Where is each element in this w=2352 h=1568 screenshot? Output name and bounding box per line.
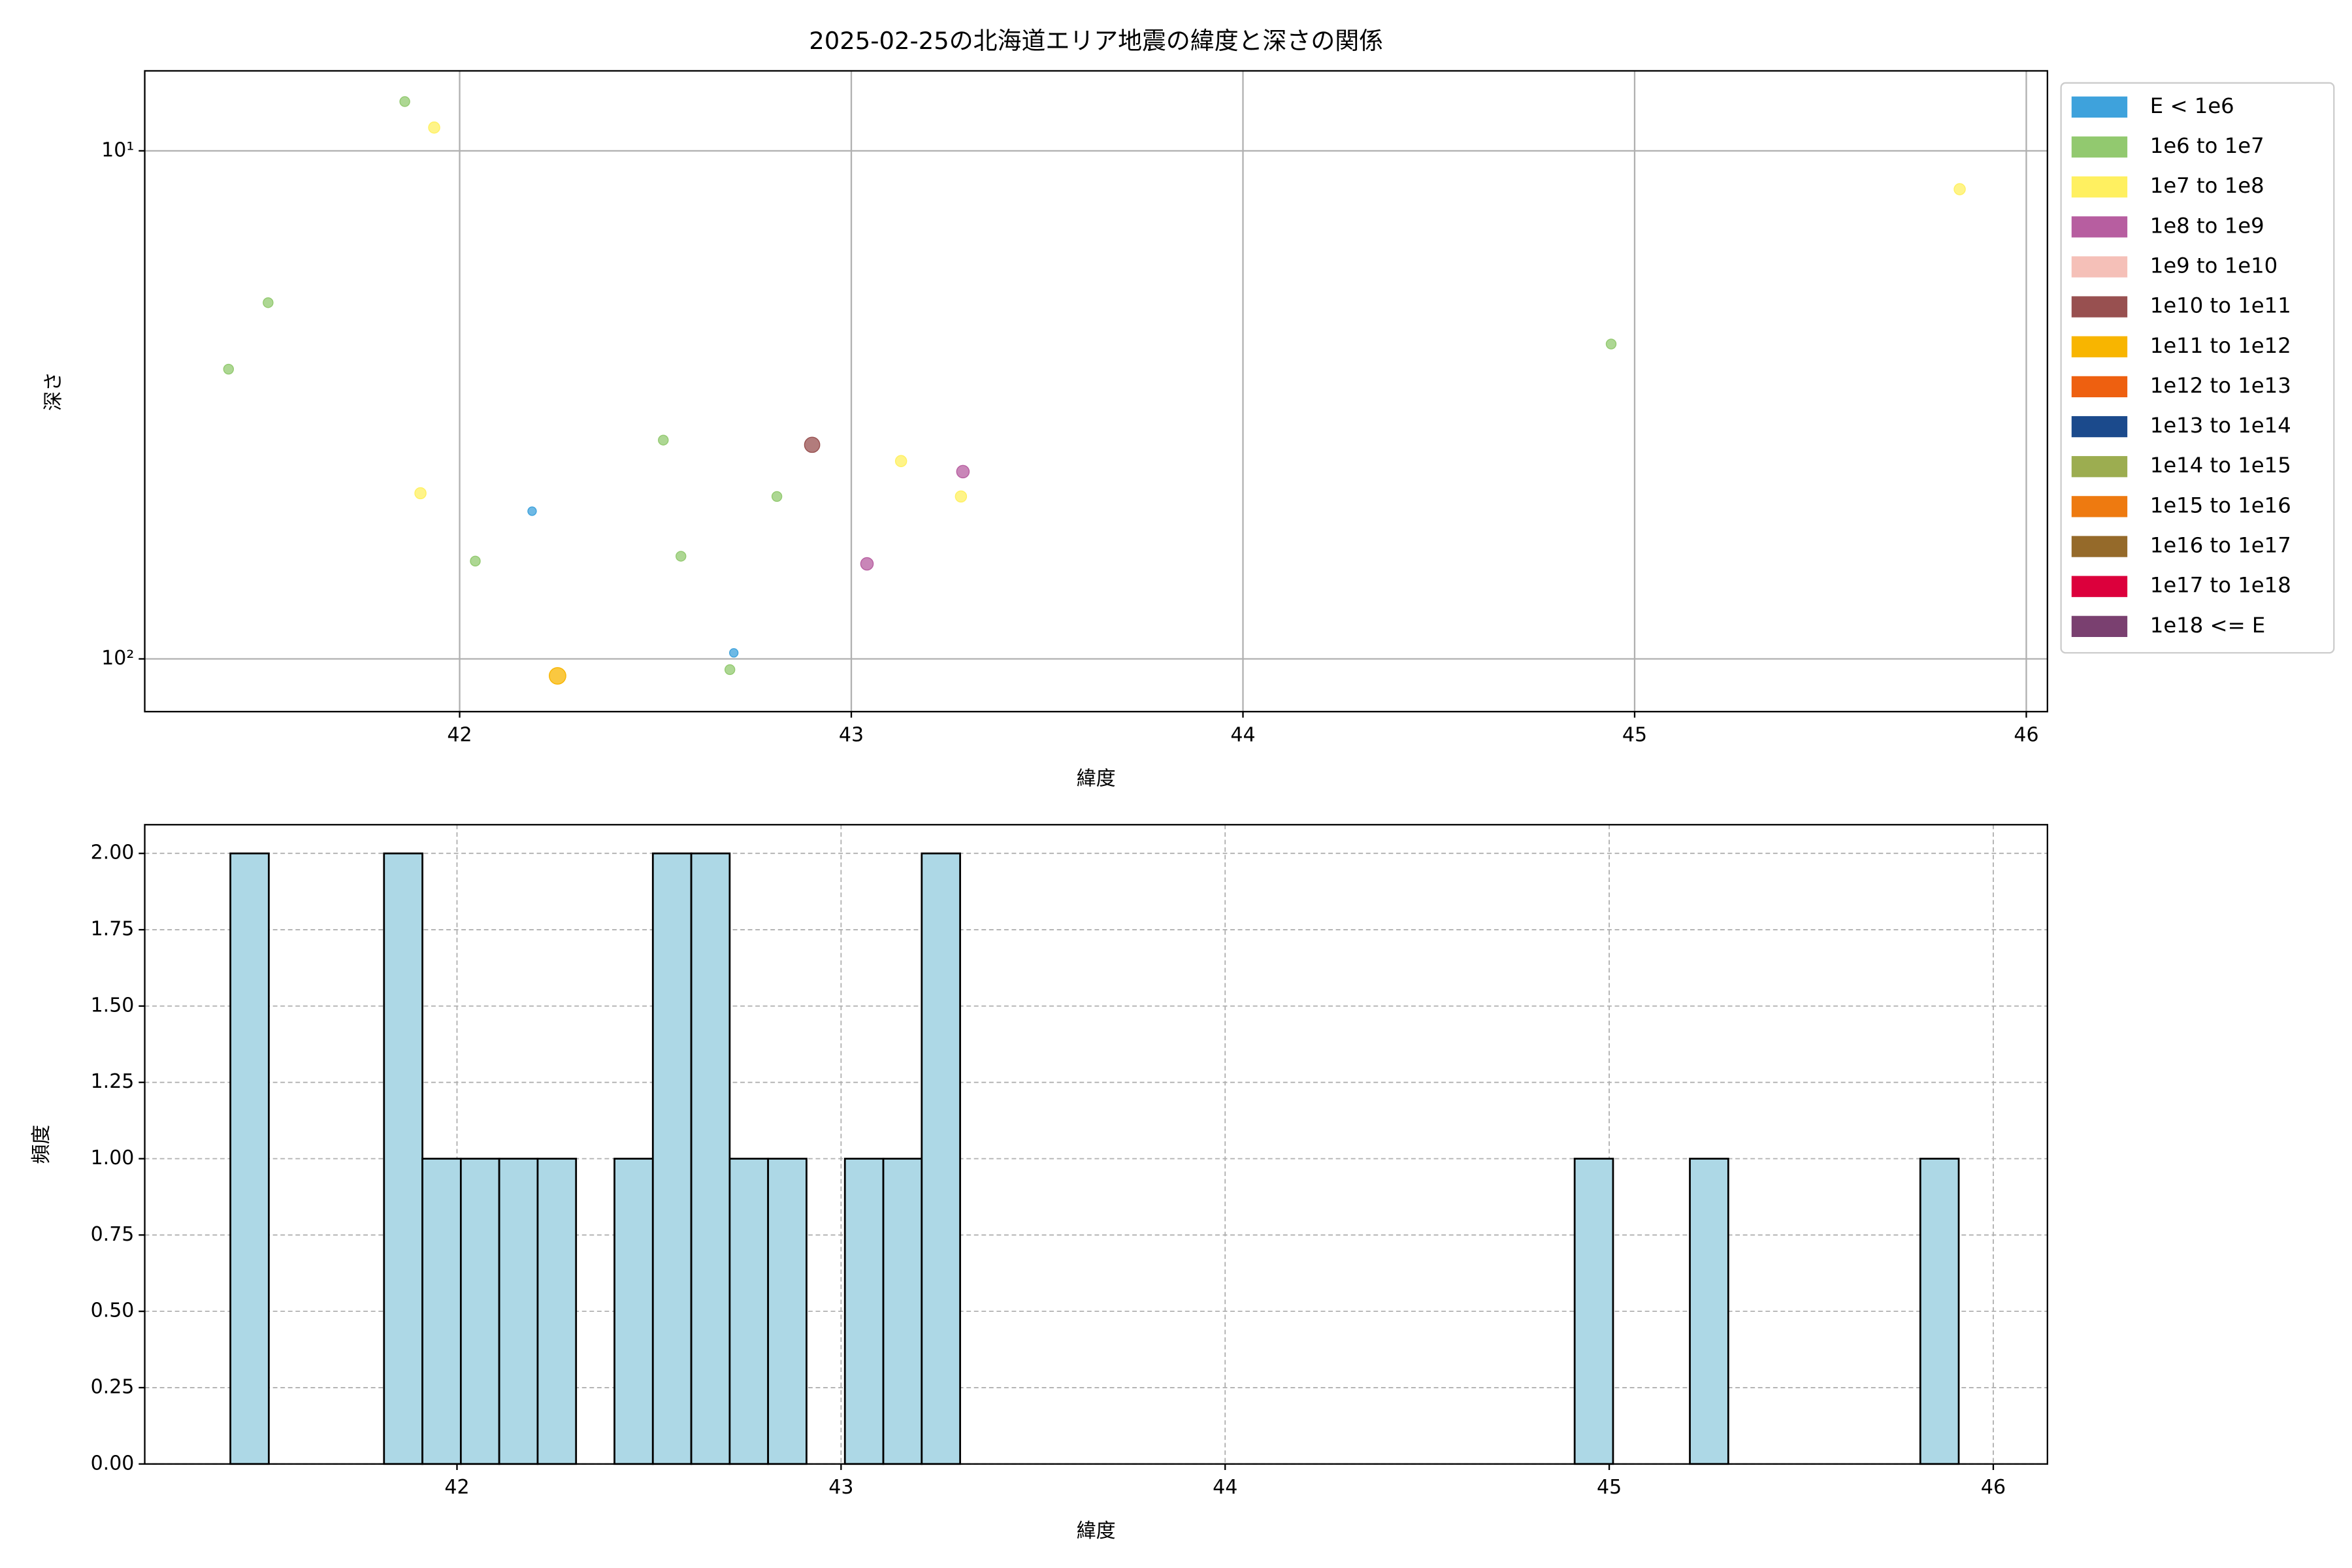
- data-point: [955, 490, 968, 503]
- y-tick-label: 0.25: [91, 1375, 135, 1398]
- legend-label: 1e12 to 1e13: [2150, 373, 2291, 398]
- x-tick-label: 42: [444, 1476, 469, 1499]
- legend-label: 1e11 to 1e12: [2150, 333, 2291, 358]
- histogram-bar: [229, 852, 270, 1465]
- data-point: [676, 551, 687, 562]
- y-tick-label: 10¹: [101, 139, 134, 161]
- chart-title: 2025-02-25の北海道エリア地震の緯度と深さの関係: [809, 27, 1383, 55]
- legend-swatch: [2071, 256, 2128, 278]
- data-point: [894, 455, 907, 467]
- y-tick-label: 0.50: [91, 1299, 135, 1322]
- legend-label: 1e14 to 1e15: [2150, 453, 2291, 478]
- y-axis-label: 頻度: [30, 1125, 53, 1164]
- y-tick-label: 0.75: [91, 1223, 135, 1246]
- legend-swatch: [2071, 336, 2128, 357]
- legend-label: 1e15 to 1e16: [2150, 493, 2291, 517]
- histogram-bar: [843, 1158, 885, 1465]
- legend-swatch: [2071, 216, 2128, 238]
- data-point: [470, 555, 481, 567]
- legend-swatch: [2071, 296, 2128, 318]
- histogram-bar: [536, 1158, 578, 1465]
- y-tick-label: 1.25: [91, 1070, 135, 1093]
- histogram-bar: [421, 1158, 462, 1465]
- data-point: [860, 557, 874, 571]
- legend-swatch: [2071, 416, 2128, 438]
- histogram-bar: [498, 1158, 539, 1465]
- histogram-bar: [921, 852, 961, 1465]
- data-point: [414, 487, 427, 500]
- data-point: [956, 465, 970, 479]
- legend-swatch: [2071, 576, 2128, 597]
- x-tick-label: 42: [447, 724, 472, 747]
- data-point: [658, 434, 669, 446]
- legend-label: E < 1e6: [2150, 93, 2234, 118]
- legend-label: 1e7 to 1e8: [2150, 173, 2264, 198]
- y-tick-label: 2.00: [91, 841, 135, 864]
- legend-label: 1e10 to 1e11: [2150, 293, 2291, 318]
- x-axis-label: 緯度: [1077, 1520, 1116, 1543]
- legend-label: 1e8 to 1e9: [2150, 213, 2264, 238]
- histogram-bar: [459, 1158, 500, 1465]
- y-tick-label: 1.00: [91, 1147, 135, 1169]
- histogram-bar: [1919, 1158, 1960, 1465]
- y-tick-label: 1.50: [91, 994, 135, 1017]
- data-point: [223, 363, 235, 375]
- histogram-bar: [651, 852, 693, 1465]
- histogram-bar: [882, 1158, 923, 1465]
- legend-label: 1e18 <= E: [2150, 613, 2266, 638]
- histogram-bar: [383, 852, 423, 1465]
- x-tick-label: 45: [1597, 1476, 1622, 1499]
- histogram-bar: [728, 1158, 770, 1465]
- legend-swatch: [2071, 456, 2128, 478]
- y-tick-label: 0.00: [91, 1452, 135, 1475]
- legend-swatch: [2071, 176, 2128, 198]
- data-point: [729, 648, 739, 658]
- x-axis-label: 緯度: [1077, 768, 1116, 791]
- histogram-bar: [1689, 1158, 1729, 1465]
- data-point: [804, 436, 821, 453]
- data-point: [428, 122, 440, 134]
- x-tick-label: 43: [828, 1476, 853, 1499]
- legend-label: 1e6 to 1e7: [2150, 133, 2264, 158]
- histogram-bar: [1573, 1158, 1614, 1465]
- x-tick-label: 46: [2014, 724, 2038, 747]
- legend-label: 1e13 to 1e14: [2150, 413, 2291, 438]
- legend-label: 1e9 to 1e10: [2150, 253, 2278, 278]
- x-tick-label: 44: [1230, 724, 1255, 747]
- data-point: [549, 667, 566, 685]
- plot-frame: [144, 824, 2048, 1465]
- legend-label: 1e17 to 1e18: [2150, 573, 2291, 598]
- data-point: [771, 491, 783, 502]
- y-tick-label: 10²: [101, 647, 134, 670]
- x-tick-label: 43: [839, 724, 864, 747]
- data-point: [527, 506, 537, 516]
- histogram-bar: [613, 1158, 654, 1465]
- legend-swatch: [2071, 615, 2128, 637]
- data-point: [1605, 338, 1617, 350]
- y-tick-label: 1.75: [91, 918, 135, 941]
- legend-box: [2060, 82, 2335, 654]
- data-point: [263, 297, 274, 308]
- data-point: [1953, 183, 1966, 195]
- x-tick-label: 45: [1622, 724, 1647, 747]
- histogram-bar: [690, 852, 731, 1465]
- legend-label: 1e16 to 1e17: [2150, 533, 2291, 558]
- legend-swatch: [2071, 496, 2128, 517]
- data-point: [724, 664, 736, 676]
- legend-swatch: [2071, 536, 2128, 557]
- legend-swatch: [2071, 376, 2128, 398]
- data-point: [399, 96, 410, 107]
- histogram-bar: [767, 1158, 808, 1465]
- y-axis-label: 深さ: [42, 372, 65, 411]
- x-tick-label: 44: [1213, 1476, 1237, 1499]
- plot-frame: [144, 70, 2048, 713]
- legend-swatch: [2071, 96, 2128, 118]
- x-tick-label: 46: [1981, 1476, 2006, 1499]
- legend-swatch: [2071, 136, 2128, 158]
